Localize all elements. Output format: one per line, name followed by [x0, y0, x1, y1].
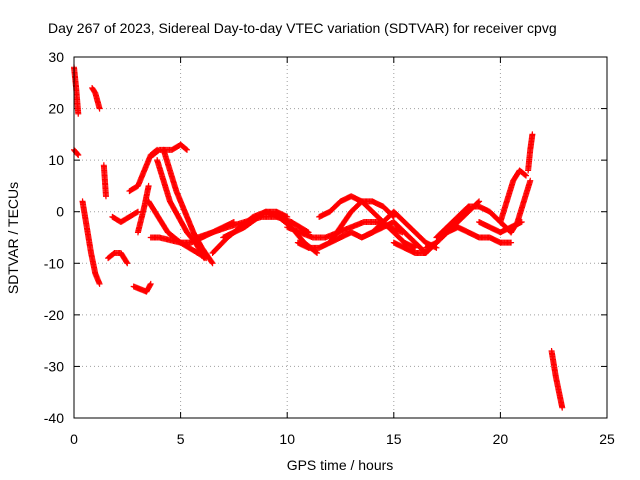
data-point — [508, 239, 515, 246]
y-tick-label: -30 — [44, 358, 64, 374]
grid — [74, 57, 607, 418]
x-tick-label: 10 — [279, 431, 295, 447]
data-point — [147, 280, 154, 287]
y-tick-label: 0 — [56, 204, 64, 220]
y-tick-label: -40 — [44, 410, 64, 426]
data-point — [208, 259, 215, 266]
data-point — [183, 146, 190, 153]
data-point — [476, 198, 483, 205]
y-axis-label: SDTVAR / TECUs — [5, 182, 21, 294]
data-point — [522, 172, 529, 179]
data-point — [522, 171, 529, 178]
x-tick-label: 25 — [599, 431, 615, 447]
x-axis-label: GPS time / hours — [287, 457, 394, 473]
data-point — [96, 105, 103, 112]
data-point — [124, 260, 131, 267]
data-point — [527, 177, 534, 184]
data-point — [314, 249, 321, 256]
y-tick-label: -20 — [44, 307, 64, 323]
x-tick-label: 15 — [386, 431, 402, 447]
data-point — [74, 151, 81, 158]
axis-ticks — [73, 56, 608, 419]
data-point — [209, 260, 216, 267]
x-tick-label: 20 — [493, 431, 509, 447]
data-points — [71, 64, 566, 411]
data-point — [102, 193, 109, 200]
x-tick-label: 0 — [70, 431, 78, 447]
data-point — [75, 110, 82, 117]
data-point — [134, 208, 141, 215]
data-point — [75, 151, 82, 158]
data-point — [96, 280, 103, 287]
y-tick-label: -10 — [44, 255, 64, 271]
y-tick-label: 20 — [48, 101, 64, 117]
data-point — [147, 282, 154, 289]
data-point — [133, 209, 140, 216]
data-point — [559, 404, 566, 411]
y-tick-label: 10 — [48, 152, 64, 168]
y-tick-label: 30 — [48, 49, 64, 65]
data-point — [529, 131, 536, 138]
data-point — [183, 146, 190, 153]
x-tick-label: 5 — [177, 431, 185, 447]
data-point — [145, 182, 152, 189]
plot-frame — [73, 56, 608, 419]
chart-title: Day 267 of 2023, Sidereal Day-to-day VTE… — [48, 20, 557, 36]
data-point — [123, 259, 130, 266]
tick-labels: 0 5 10 15 20 25 -40 -30 -20 -10 0 10 20 30 — [44, 49, 615, 447]
